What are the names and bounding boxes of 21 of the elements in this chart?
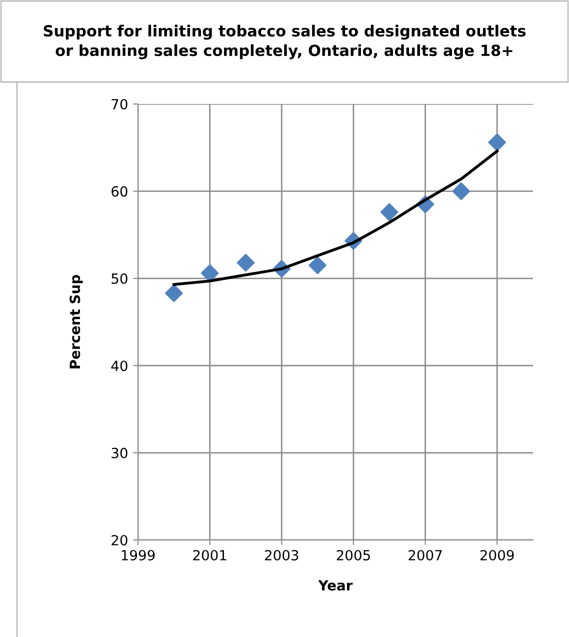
y-tick-label: 70 [112,98,128,110]
x-tick-label: 2007 [408,550,442,560]
y-tick-label: 40 [111,360,128,372]
x-tick-label: 1999 [122,550,155,560]
y-axis-title: Percent Sup [70,274,83,368]
point [380,203,398,222]
point [308,256,326,274]
point [165,284,183,302]
x-tick-label: 2009 [480,550,514,560]
y-tick-label: 20 [112,534,128,546]
x-tick-label: 2005 [336,550,370,560]
x-tick-label: 2001 [193,550,226,560]
point [236,254,255,272]
y-tick-label: 30 [112,448,128,458]
point [488,133,506,152]
chart-title: Support for limiting tobacco sales to designated outlets or banning sales completely, Ontario, adults age 18+ [44,24,526,60]
x-axis-title: Year [318,580,353,591]
y-tick-label: 50 [112,273,128,284]
x-tick-label: 2003 [264,550,298,560]
point [452,182,470,200]
y-tick-label: 60 [112,186,128,197]
